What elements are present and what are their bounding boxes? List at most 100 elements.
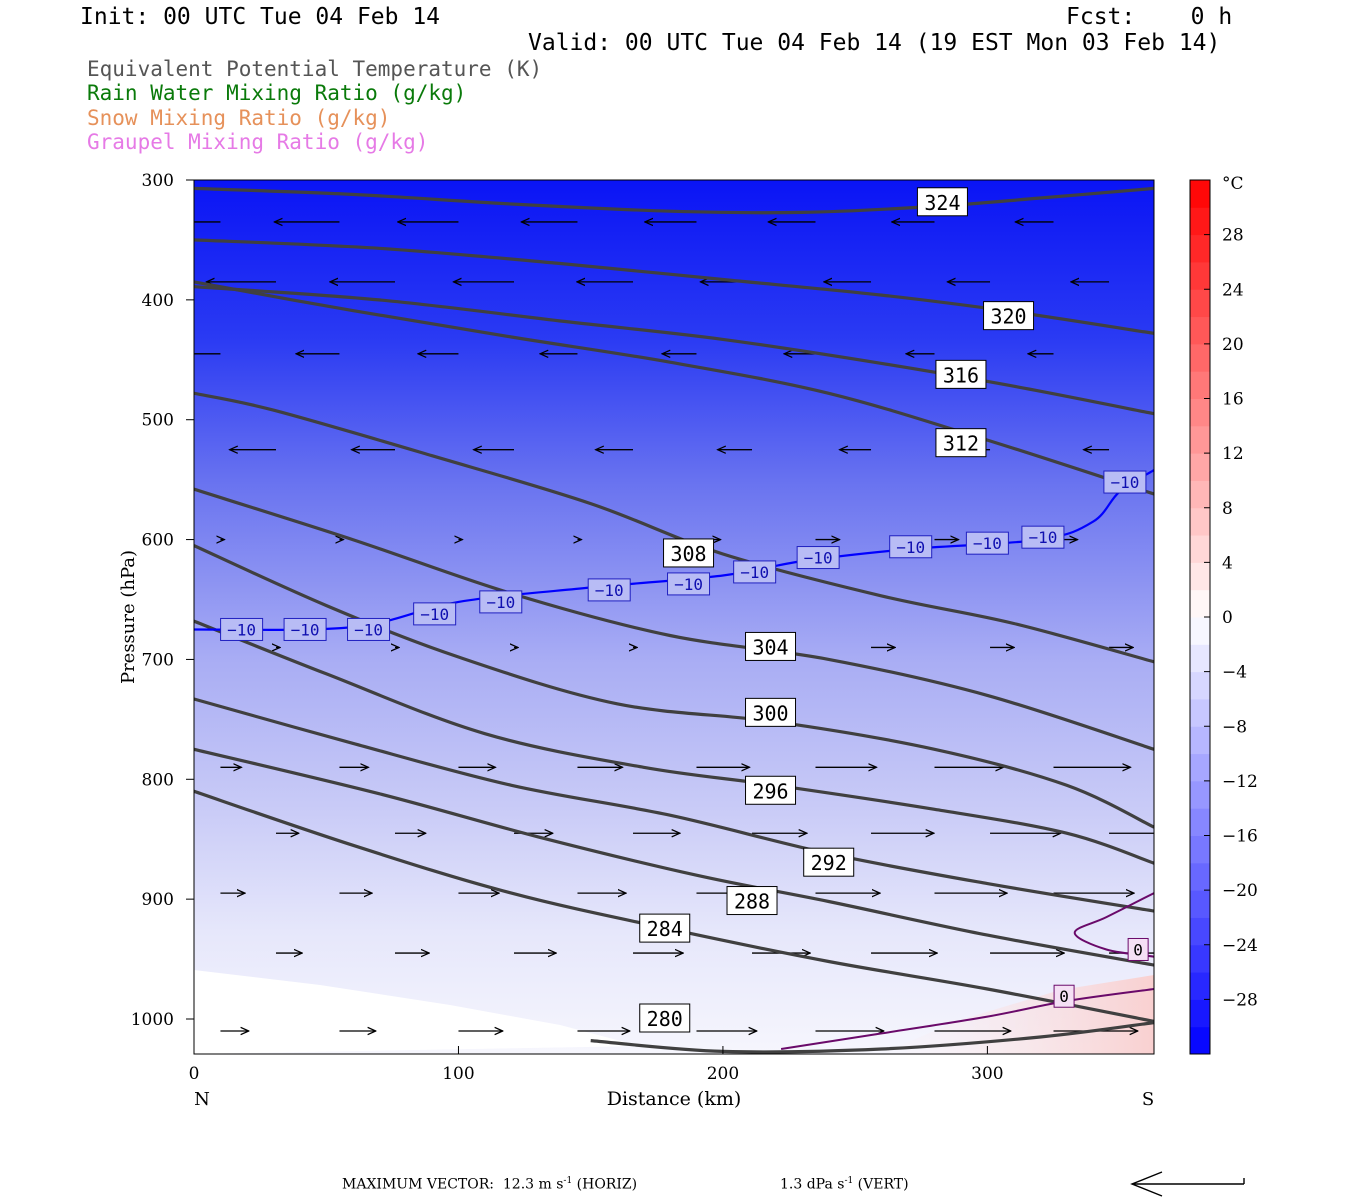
isotherm-label-box xyxy=(479,590,523,614)
isotherm-label-box xyxy=(347,617,391,641)
field-label-theta-e: Equivalent Potential Temperature (K) xyxy=(87,57,543,81)
isotherm-label-box xyxy=(220,617,264,641)
theta-e-label-box-324 xyxy=(916,187,968,217)
isotherm-label-box xyxy=(889,535,933,559)
colorbar-band xyxy=(1190,261,1210,290)
y-tick-label: 300 xyxy=(142,171,174,191)
x-tick-label: 300 xyxy=(971,1064,1003,1084)
theta-e-label-box-288 xyxy=(726,886,778,916)
colorbar-band xyxy=(1190,617,1210,645)
theta-e-label-304: 304 xyxy=(752,635,788,659)
colorbar-tick-label: 28 xyxy=(1222,226,1244,246)
colorbar-band xyxy=(1190,890,1210,918)
theta-e-contour-288 xyxy=(194,747,1154,967)
colorbar-band xyxy=(1190,316,1210,345)
isotherm-zero-label-box xyxy=(1053,984,1075,1008)
theta-e-label-296: 296 xyxy=(752,779,788,803)
colorbar-tick-label: −4 xyxy=(1222,663,1247,683)
isotherm-zero-line-upper xyxy=(1073,892,1154,958)
y-tick-label: 1000 xyxy=(131,1010,174,1030)
colorbar-band xyxy=(1190,698,1210,727)
contour-labels: 324 320 316 312 308 304 300 296 292 288 284 280 0 0 xyxy=(639,187,1149,1033)
theta-e-label-312: 312 xyxy=(943,432,979,456)
x-tick-label: 100 xyxy=(442,1064,474,1084)
x-axis-right-end-label: S xyxy=(1142,1089,1154,1110)
colorbar-band xyxy=(1190,371,1210,399)
colorbar-band xyxy=(1190,1026,1210,1055)
y-tick-label: 800 xyxy=(142,770,174,790)
theta-e-label-box-284 xyxy=(639,913,691,943)
isotherm-zero-line xyxy=(780,988,1154,1050)
terrain-mask xyxy=(194,970,640,1054)
field-label-rain: Rain Water Mixing Ratio (g/kg) xyxy=(87,81,467,105)
x-tick-label: 200 xyxy=(707,1064,739,1084)
colorbar-tick-label: −8 xyxy=(1222,717,1247,737)
wind-vectors xyxy=(194,222,1154,1031)
colorbar-band xyxy=(1190,726,1210,755)
colorbar-band xyxy=(1190,343,1210,372)
y-tick-label: 600 xyxy=(142,531,174,551)
colorbar-band xyxy=(1190,753,1210,782)
isotherm-label: −10 xyxy=(291,620,320,639)
theta-e-label-288: 288 xyxy=(734,890,770,914)
isotherm-label-box xyxy=(413,602,457,626)
theta-e-label-box-312 xyxy=(935,428,987,458)
colorbar-unit: °C xyxy=(1222,174,1244,194)
colorbar-band xyxy=(1190,808,1210,836)
isotherm-label-box xyxy=(1021,525,1065,549)
theta-e-label-292: 292 xyxy=(811,851,847,875)
isotherm-label-box xyxy=(733,560,777,584)
max-vector-arrow xyxy=(1130,1171,1245,1197)
valid-time: Valid: 00 UTC Tue 04 Feb 14 (19 EST Mon … xyxy=(528,30,1221,56)
theta-e-contour-292 xyxy=(194,697,1154,913)
max-vector-vertical: 1.3 dPa s-1 (VERT) xyxy=(780,1176,909,1193)
isotherm-zero-label: 0 xyxy=(1133,940,1143,959)
colorbar-tick-label: −24 xyxy=(1222,936,1258,956)
theta-e-label-box-296 xyxy=(745,775,797,805)
colorbar-tick-label: −16 xyxy=(1222,827,1258,847)
y-tick-label: 400 xyxy=(142,291,174,311)
theta-e-contour-312 xyxy=(194,280,1154,496)
x-axis-left-end-label: N xyxy=(194,1089,210,1110)
y-tick-label: 900 xyxy=(142,890,174,910)
colorbar-band xyxy=(1190,425,1210,454)
colorbar-band xyxy=(1190,289,1210,318)
y-axis-title: Pressure (hPa) xyxy=(118,550,139,684)
colorbar-band xyxy=(1190,507,1210,536)
colorbar-band xyxy=(1190,535,1210,563)
init-time: Init: 00 UTC Tue 04 Feb 14 xyxy=(80,4,441,30)
colorbar-tick-label: 24 xyxy=(1222,280,1244,300)
theta-e-contour-304 xyxy=(194,487,1154,751)
colorbar-band xyxy=(1190,480,1210,509)
colorbar-band xyxy=(1190,644,1210,673)
colorbar-band xyxy=(1190,398,1210,427)
plot-frame xyxy=(193,179,1155,1055)
theta-e-contour-308 xyxy=(194,391,1154,664)
colorbar-band xyxy=(1190,453,1210,481)
colorbar-tick-label: 8 xyxy=(1222,499,1233,519)
isotherm-zero-label: 0 xyxy=(1059,987,1069,1006)
colorbar-band xyxy=(1190,917,1210,946)
isotherm-label: −10 xyxy=(420,605,449,624)
colorbar-band xyxy=(1190,589,1210,618)
colorbar-tick-label: −12 xyxy=(1222,772,1258,792)
forecast-hour: Fcst: 0 h xyxy=(1066,4,1233,30)
colorbar-band xyxy=(1190,944,1210,973)
theta-e-label-box-320 xyxy=(983,301,1035,331)
isotherm-label: −10 xyxy=(896,538,925,557)
x-tick-label: 0 xyxy=(189,1064,200,1084)
theta-e-contour-324 xyxy=(194,186,1154,215)
colorbar-band xyxy=(1190,180,1210,208)
isotherm-label: −10 xyxy=(227,620,256,639)
theta-e-label-300: 300 xyxy=(752,701,788,725)
theta-e-label-284: 284 xyxy=(647,917,683,941)
x-axis-title: Distance (km) xyxy=(607,1088,742,1110)
isotherm-label-box xyxy=(667,572,711,596)
colorbar-band xyxy=(1190,862,1210,891)
colorbar-tick-label: 12 xyxy=(1222,444,1244,464)
isotherm-label-box xyxy=(283,617,327,641)
colorbar-tick-label: −28 xyxy=(1222,990,1258,1010)
colorbar-band xyxy=(1190,835,1210,864)
colorbar-band xyxy=(1190,972,1210,1000)
